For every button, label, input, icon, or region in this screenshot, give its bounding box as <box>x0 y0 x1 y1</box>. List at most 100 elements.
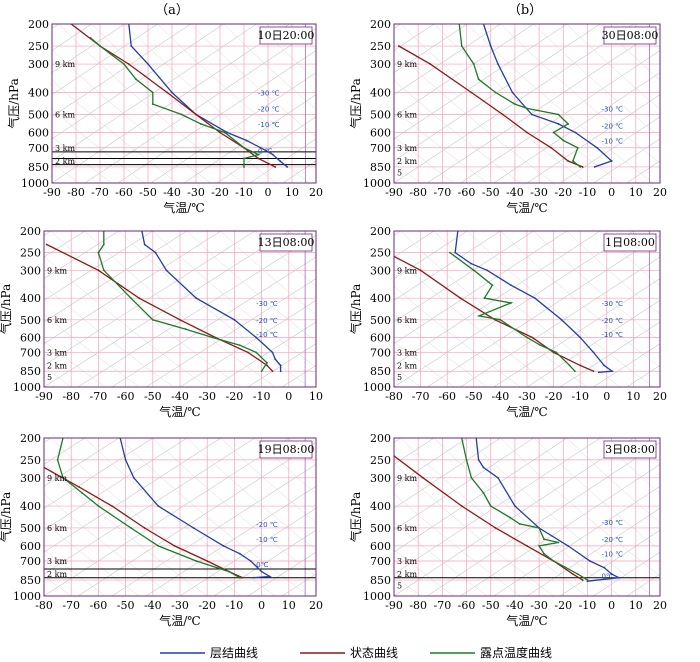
adiabat-guide <box>394 314 488 387</box>
isotherm-guide <box>52 24 290 183</box>
y-tick-label: 600 <box>20 540 41 553</box>
panel-tag: 19日08:00 <box>258 443 315 456</box>
series-point-state <box>470 91 473 94</box>
series-point-dewpoint <box>470 476 473 479</box>
adiabat-guide <box>394 366 421 387</box>
series-point-dewpoint <box>266 362 268 364</box>
series-point-stratification <box>260 570 263 573</box>
series-point-state <box>166 91 169 94</box>
x-tick-label: -10 <box>571 390 589 403</box>
series-point-stratification <box>482 466 485 469</box>
isotherm-guide <box>213 321 316 387</box>
isotherm-guide <box>493 72 660 183</box>
isotherm-guide <box>44 231 119 280</box>
x-tick-label: -70 <box>412 390 430 403</box>
series-point-state <box>581 579 584 581</box>
series-point-state <box>501 113 504 116</box>
series-point-state <box>419 269 422 272</box>
y-tick-label: 300 <box>28 58 49 71</box>
series-point-dewpoint <box>260 370 263 373</box>
series-point-dewpoint <box>538 544 540 547</box>
x-axis-title: 气温/℃ <box>506 404 547 419</box>
series-point-dewpoint <box>123 63 125 65</box>
y-tick-label: 500 <box>20 314 41 327</box>
adiabat-guide <box>135 24 321 183</box>
x-tick-label: 20 <box>653 599 667 612</box>
y-tick-label: 850 <box>370 161 391 174</box>
isotherm-guide <box>626 573 660 596</box>
series-point-stratification <box>489 45 492 47</box>
isotherm-guide <box>560 116 660 183</box>
series-point-dewpoint <box>552 131 555 134</box>
adiabat-guide <box>50 231 242 387</box>
series-point-dewpoint <box>238 344 241 347</box>
series-point-stratification <box>454 251 457 254</box>
x-tick-label: 0 <box>258 599 265 612</box>
series-point-stratification <box>610 160 613 162</box>
series-point-stratification <box>271 351 274 354</box>
x-axis-title: 气温/℃ <box>159 613 200 628</box>
series-point-state <box>173 544 176 547</box>
x-tick-label: -50 <box>117 599 135 612</box>
series-point-stratification <box>124 459 127 461</box>
series-point-stratification <box>497 476 499 479</box>
series-point-dewpoint <box>135 78 137 81</box>
series-point-state <box>111 505 113 507</box>
series-point-state <box>219 131 221 134</box>
y-tick-label: 500 <box>370 314 391 327</box>
series-point-state <box>97 269 100 272</box>
y-tick-label: 1000 <box>363 590 391 603</box>
adiabat-guide <box>52 49 211 183</box>
y-tick-label: 300 <box>20 472 41 485</box>
series-point-stratification <box>574 131 577 134</box>
series-point-dewpoint <box>180 113 183 116</box>
series-point-dewpoint <box>491 284 494 287</box>
x-axis-title: 气温/℃ <box>159 404 200 419</box>
isotherm-guide <box>44 231 289 387</box>
x-tick-label: 10 <box>626 390 640 403</box>
x-tick-label: -50 <box>144 390 162 403</box>
series-point-state <box>550 146 553 149</box>
series-point-dewpoint <box>586 579 589 581</box>
height-label: 5 <box>397 169 402 178</box>
series-point-dewpoint <box>579 166 582 168</box>
height-label: 5 <box>47 373 52 382</box>
panel-tag: 10日20:00 <box>258 29 315 42</box>
plot-area <box>44 438 316 596</box>
y-tick-label: 200 <box>28 18 49 31</box>
adiabat-guide <box>466 24 654 183</box>
x-tick-label: -20 <box>226 390 244 403</box>
isotherm-guide <box>44 438 289 596</box>
height-label: 5 <box>397 373 402 382</box>
y-tick-label: 200 <box>370 18 391 31</box>
series-point-dewpoint <box>499 318 502 321</box>
height-label: 3 km <box>397 348 417 357</box>
isotherm-guide <box>693 438 700 596</box>
adiabat-guide <box>533 231 660 342</box>
x-tick-label: -20 <box>554 186 572 199</box>
isotherm-guide <box>493 485 660 596</box>
x-tick-label: -90 <box>385 186 403 199</box>
isotherm-guide <box>382 24 620 183</box>
series-line-dewpoint <box>449 252 576 372</box>
x-tick-label: -10 <box>235 186 253 199</box>
series-point-stratification <box>534 297 536 300</box>
series-point-dewpoint <box>243 146 245 149</box>
x-tick-label: -50 <box>482 186 500 199</box>
y-tick-label: 500 <box>20 522 41 535</box>
height-label: 6 km <box>397 316 417 325</box>
series-point-dewpoint <box>257 153 260 156</box>
series-point-stratification <box>560 318 563 321</box>
series-point-dewpoint <box>99 45 101 47</box>
isotherm-label: -20 ℃ <box>601 317 623 325</box>
isotherm-label: -10 ℃ <box>601 137 623 145</box>
y-tick-label: 300 <box>370 472 391 485</box>
y-tick-label: 400 <box>20 292 41 305</box>
height-label: 6 km <box>47 524 67 533</box>
y-tick-label: 850 <box>370 365 391 378</box>
y-tick-label: 700 <box>370 142 391 155</box>
isotherm-label: -10 ℃ <box>256 536 278 544</box>
series-point-stratification <box>279 370 282 373</box>
x-tick-label: -40 <box>163 186 181 199</box>
adiabat-guide <box>58 24 244 183</box>
